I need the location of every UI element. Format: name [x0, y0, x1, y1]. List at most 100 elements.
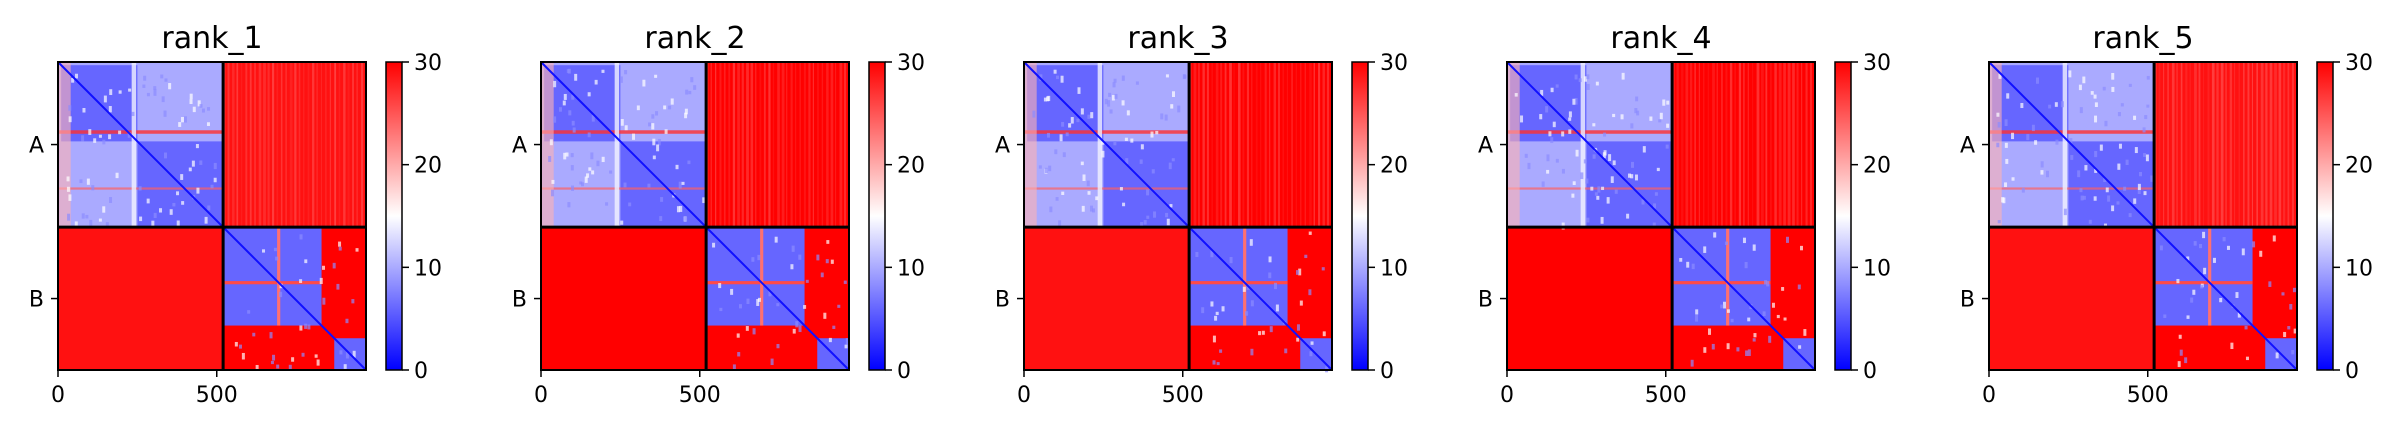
texture-speckle	[1592, 123, 1596, 127]
texture-speckle	[655, 111, 659, 116]
texture-speckle	[551, 189, 555, 197]
block-A-B	[1672, 62, 1815, 228]
texture-speckle	[1574, 74, 1578, 80]
texture-speckle	[2292, 287, 2296, 293]
texture-speckle	[1614, 189, 1618, 194]
texture-speckle	[2144, 115, 2148, 120]
texture-speckle	[574, 73, 578, 81]
texture-stripe	[1761, 62, 1764, 228]
texture-speckle	[591, 170, 595, 175]
texture-speckle	[1998, 73, 2002, 79]
texture-speckle	[609, 170, 613, 174]
texture-speckle	[1783, 317, 1787, 321]
texture-stripe	[2291, 62, 2294, 228]
texture-speckle	[566, 69, 570, 74]
texture-speckle	[2045, 170, 2049, 178]
texture-speckle	[1055, 197, 1059, 201]
texture-speckle	[2111, 72, 2115, 80]
texture-speckle	[2137, 183, 2141, 190]
texture-stripe	[285, 62, 287, 228]
texture-speckle	[89, 219, 93, 227]
texture-speckle	[1321, 267, 1325, 271]
texture-speckle	[2077, 170, 2081, 178]
colorbar	[1352, 62, 1368, 370]
texture-speckle	[1165, 74, 1169, 78]
texture-speckle	[2177, 361, 2181, 368]
texture-speckle	[210, 184, 214, 189]
texture-speckle	[830, 259, 834, 264]
texture-speckle	[1250, 300, 1254, 307]
texture-speckle	[1177, 105, 1181, 113]
texture-speckle	[181, 201, 185, 205]
texture-speckle	[321, 265, 325, 270]
texture-speckle	[2069, 138, 2073, 144]
texture-speckle	[712, 242, 716, 248]
texture-speckle	[1113, 78, 1117, 83]
texture-speckle	[1062, 152, 1066, 158]
texture-speckle	[2104, 120, 2108, 127]
texture-speckle	[2244, 325, 2248, 330]
texture-stripe	[1681, 62, 1684, 228]
texture-stripe	[741, 62, 744, 228]
texture-stripe	[2208, 227, 2212, 326]
texture-stripe	[772, 62, 775, 228]
texture-speckle	[688, 90, 692, 95]
axes-frame	[57, 61, 367, 371]
texture-speckle	[272, 354, 276, 361]
texture-speckle	[685, 89, 689, 95]
texture-speckle	[291, 357, 295, 362]
texture-speckle	[1781, 287, 1785, 291]
texture-speckle	[108, 134, 112, 140]
texture-speckle	[1691, 263, 1695, 270]
texture-stripe	[541, 130, 707, 134]
texture-speckle	[1520, 115, 1524, 123]
texture-speckle	[1601, 186, 1605, 191]
texture-speckle	[1171, 91, 1175, 97]
texture-speckle	[628, 202, 632, 207]
texture-speckle	[843, 280, 847, 284]
texture-speckle	[1568, 129, 1572, 134]
texture-speckle	[1578, 78, 1582, 83]
texture-speckle	[1304, 254, 1308, 259]
texture-speckle	[269, 332, 273, 339]
texture-stripe	[1024, 62, 1037, 228]
texture-speckle	[757, 297, 761, 302]
colorbar-frame	[2316, 61, 2334, 371]
texture-speckle	[1153, 211, 1157, 218]
texture-speckle	[1711, 343, 1715, 350]
texture-speckle	[647, 183, 651, 188]
texture-speckle	[2040, 170, 2044, 175]
texture-speckle	[751, 257, 755, 262]
texture-stripe	[1738, 62, 1742, 228]
texture-speckle	[2245, 356, 2249, 361]
texture-speckle	[684, 216, 688, 221]
texture-speckle	[678, 181, 682, 189]
texture-speckle	[1720, 304, 1724, 309]
texture-speckle	[131, 111, 135, 117]
texture-speckle	[1113, 141, 1117, 146]
texture-speckle	[1151, 169, 1155, 174]
block-A-B	[706, 62, 849, 228]
texture-speckle	[2026, 134, 2030, 141]
texture-stripe	[1734, 62, 1737, 228]
texture-speckle	[1061, 191, 1065, 196]
texture-speckle	[85, 214, 89, 219]
texture-speckle	[66, 186, 70, 192]
texture-speckle	[1666, 123, 1670, 128]
texture-speckle	[1121, 75, 1125, 81]
texture-speckle	[2082, 76, 2086, 84]
texture-stripe	[1242, 62, 1245, 228]
texture-stripe	[1322, 62, 1325, 228]
texture-speckle	[127, 132, 131, 138]
texture-speckle	[2035, 77, 2039, 84]
texture-speckle	[1245, 311, 1249, 316]
texture-speckle	[570, 153, 574, 158]
texture-stripe	[817, 62, 819, 228]
texture-stripe	[830, 62, 834, 228]
texture-stripe	[835, 62, 837, 228]
texture-stripe	[821, 62, 824, 228]
texture-speckle	[1662, 99, 1666, 106]
texture-speckle	[657, 138, 661, 146]
texture-speckle	[1322, 331, 1326, 337]
texture-speckle	[2079, 107, 2083, 114]
